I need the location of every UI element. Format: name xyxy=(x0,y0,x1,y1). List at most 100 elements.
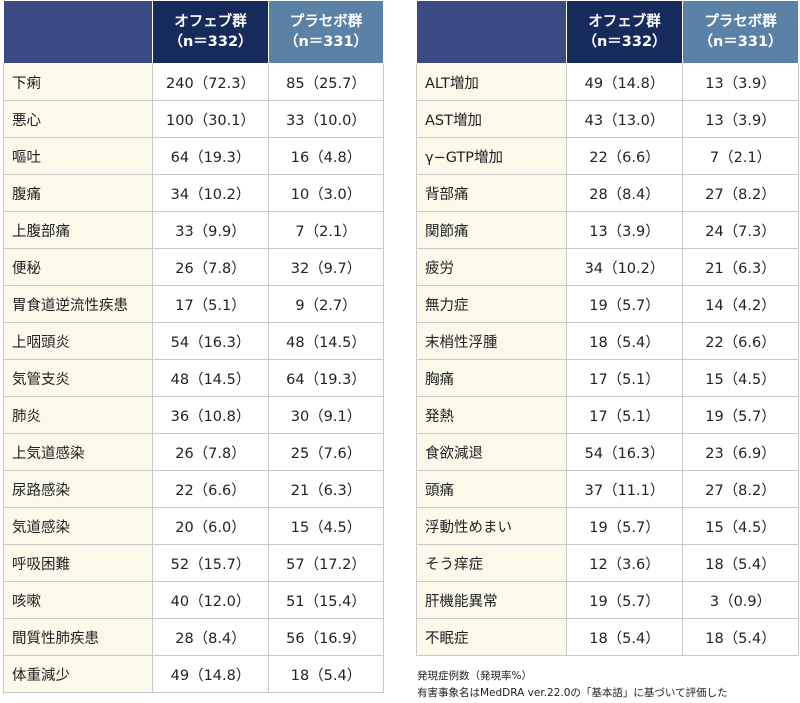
ofev-value: 40（12.0） xyxy=(152,581,269,619)
table-row: 上腹部痛 33（9.9） 7（2.1） xyxy=(3,211,384,249)
placebo-value: 32（9.7） xyxy=(268,248,384,286)
ofev-value: 54（16.3） xyxy=(566,433,683,471)
ofev-value: 49（14.8） xyxy=(152,655,269,693)
adverse-event-name: 頭痛 xyxy=(416,470,567,508)
placebo-value: 18（5.4） xyxy=(682,618,799,656)
adverse-event-name: 気道感染 xyxy=(3,507,153,545)
table-row: AST増加 43（13.0） 13（3.9） xyxy=(416,100,799,138)
ofev-value: 17（5.1） xyxy=(152,285,269,323)
placebo-value: 25（7.6） xyxy=(268,433,384,471)
ofev-value: 48（14.5） xyxy=(152,359,269,397)
ofev-value: 12（3.6） xyxy=(566,544,683,582)
ofev-group-label: オフェブ群 xyxy=(588,14,661,30)
ofev-value: 36（10.8） xyxy=(152,396,269,434)
ofev-group-n: （n＝332） xyxy=(582,34,667,50)
placebo-value: 33（10.0） xyxy=(268,100,384,138)
placebo-value: 9（2.7） xyxy=(268,285,384,323)
table-row: 背部痛 28（8.4） 27（8.2） xyxy=(416,174,799,212)
placebo-value: 23（6.9） xyxy=(682,433,799,471)
placebo-value: 21（6.3） xyxy=(682,248,799,286)
table-header-row: オフェブ群 （n＝332） プラセボ群 （n＝331） xyxy=(416,0,799,64)
footnote-meddra-note: 有害事象名はMedDRA ver.22.0の「基本語」に基づいて評価した xyxy=(417,687,728,699)
table-row: 呼吸困難 52（15.7） 57（17.2） xyxy=(3,544,384,582)
placebo-group-n: （n＝331） xyxy=(283,34,369,50)
ofev-value: 20（6.0） xyxy=(152,507,269,545)
table-row: 咳嗽 40（12.0） 51（15.4） xyxy=(3,581,384,619)
adverse-event-name: 間質性肺疾患 xyxy=(3,618,153,656)
table-row: 頭痛 37（11.1） 27（8.2） xyxy=(416,470,799,508)
adverse-event-name: そう痒症 xyxy=(416,544,567,582)
ofev-group-n: （n＝332） xyxy=(168,34,253,50)
table-row: 体重減少 49（14.8） 18（5.4） xyxy=(3,655,384,693)
adverse-event-name: 浮動性めまい xyxy=(416,507,567,545)
placebo-value: 18（5.4） xyxy=(268,655,384,693)
table-row: 発熱 17（5.1） 19（5.7） xyxy=(416,396,799,434)
adverse-event-name: 胸痛 xyxy=(416,359,567,397)
table-row: 上咽頭炎 54（16.3） 48（14.5） xyxy=(3,322,384,360)
adverse-event-name: 気管支炎 xyxy=(3,359,153,397)
adverse-event-name: 食欲減退 xyxy=(416,433,567,471)
placebo-value: 10（3.0） xyxy=(268,174,384,212)
ofev-value: 17（5.1） xyxy=(566,396,683,434)
ofev-value: 240（72.3） xyxy=(152,63,269,101)
placebo-value: 13（3.9） xyxy=(682,63,799,101)
adverse-event-name: 上気道感染 xyxy=(3,433,153,471)
ofev-value: 43（13.0） xyxy=(566,100,683,138)
adverse-event-name: 呼吸困難 xyxy=(3,544,153,582)
ofev-value: 28（8.4） xyxy=(152,618,269,656)
ofev-value: 19（5.7） xyxy=(566,285,683,323)
table-row: 胃食道逆流性疾患 17（5.1） 9（2.7） xyxy=(3,285,384,323)
placebo-value: 24（7.3） xyxy=(682,211,799,249)
table-row: 疲労 34（10.2） 21（6.3） xyxy=(416,248,799,286)
adverse-event-name: ALT増加 xyxy=(416,63,567,101)
table-row: ALT増加 49（14.8） 13（3.9） xyxy=(416,63,799,101)
adverse-event-name: 尿路感染 xyxy=(3,470,153,508)
table-row: γ−GTP増加 22（6.6） 7（2.1） xyxy=(416,137,799,175)
table-row: 浮動性めまい 19（5.7） 15（4.5） xyxy=(416,507,799,545)
placebo-value: 15（4.5） xyxy=(682,359,799,397)
ofev-value: 22（6.6） xyxy=(152,470,269,508)
placebo-value: 64（19.3） xyxy=(268,359,384,397)
ofev-value: 64（19.3） xyxy=(152,137,269,175)
ofev-value: 26（7.8） xyxy=(152,433,269,471)
footnote: 発現症例数（発現率%） 有害事象名はMedDRA ver.22.0の「基本語」に… xyxy=(417,668,728,702)
placebo-value: 7（2.1） xyxy=(268,211,384,249)
table-row: 気管支炎 48（14.5） 64（19.3） xyxy=(3,359,384,397)
ofev-value: 52（15.7） xyxy=(152,544,269,582)
placebo-value: 51（15.4） xyxy=(268,581,384,619)
adverse-event-name: 不眠症 xyxy=(416,618,567,656)
adverse-event-name: 関節痛 xyxy=(416,211,567,249)
ofev-value: 34（10.2） xyxy=(566,248,683,286)
placebo-value: 3（0.9） xyxy=(682,581,799,619)
footnote-case-count-note: 発現症例数（発現率%） xyxy=(417,670,532,682)
table-row: 尿路感染 22（6.6） 21（6.3） xyxy=(3,470,384,508)
placebo-value: 27（8.2） xyxy=(682,174,799,212)
header-corner-cell xyxy=(3,0,153,64)
placebo-value: 16（4.8） xyxy=(268,137,384,175)
table-row: 末梢性浮腫 18（5.4） 22（6.6） xyxy=(416,322,799,360)
placebo-group-n: （n＝331） xyxy=(698,34,783,50)
adverse-event-name: 腹痛 xyxy=(3,174,153,212)
placebo-group-label: プラセボ群 xyxy=(704,14,777,30)
ofev-value: 17（5.1） xyxy=(566,359,683,397)
table-row: 胸痛 17（5.1） 15（4.5） xyxy=(416,359,799,397)
placebo-value: 15（4.5） xyxy=(268,507,384,545)
table-row: 便秘 26（7.8） 32（9.7） xyxy=(3,248,384,286)
ofev-value: 28（8.4） xyxy=(566,174,683,212)
placebo-value: 22（6.6） xyxy=(682,322,799,360)
placebo-value: 14（4.2） xyxy=(682,285,799,323)
ofev-value: 34（10.2） xyxy=(152,174,269,212)
ofev-group-header: オフェブ群 （n＝332） xyxy=(152,0,269,64)
adverse-events-table-right: オフェブ群 （n＝332） プラセボ群 （n＝331） ALT増加 49（14.8… xyxy=(416,0,799,656)
table-row: 嘔吐 64（19.3） 16（4.8） xyxy=(3,137,384,175)
table-row: 肝機能異常 19（5.7） 3（0.9） xyxy=(416,581,799,619)
adverse-event-name: 無力症 xyxy=(416,285,567,323)
ofev-group-label: オフェブ群 xyxy=(174,14,247,30)
header-corner-cell xyxy=(416,0,567,64)
table-header-row: オフェブ群 （n＝332） プラセボ群 （n＝331） xyxy=(3,0,384,64)
table-row: 下痢 240（72.3） 85（25.7） xyxy=(3,63,384,101)
placebo-group-header: プラセボ群 （n＝331） xyxy=(682,0,799,64)
table-row: 腹痛 34（10.2） 10（3.0） xyxy=(3,174,384,212)
table-row: 関節痛 13（3.9） 24（7.3） xyxy=(416,211,799,249)
table-row: そう痒症 12（3.6） 18（5.4） xyxy=(416,544,799,582)
